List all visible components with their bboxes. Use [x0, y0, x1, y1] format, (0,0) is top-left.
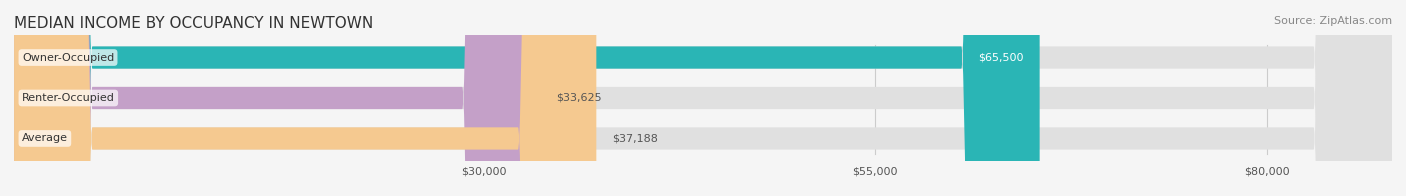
FancyBboxPatch shape: [14, 0, 1392, 196]
Text: Renter-Occupied: Renter-Occupied: [22, 93, 115, 103]
FancyBboxPatch shape: [14, 0, 596, 196]
Text: Average: Average: [22, 133, 67, 143]
FancyBboxPatch shape: [14, 0, 540, 196]
FancyBboxPatch shape: [14, 0, 1392, 196]
Text: $65,500: $65,500: [979, 53, 1024, 63]
Text: $33,625: $33,625: [557, 93, 602, 103]
FancyBboxPatch shape: [14, 0, 1039, 196]
Text: Owner-Occupied: Owner-Occupied: [22, 53, 114, 63]
FancyBboxPatch shape: [14, 0, 1392, 196]
Text: $37,188: $37,188: [612, 133, 658, 143]
Text: Source: ZipAtlas.com: Source: ZipAtlas.com: [1274, 16, 1392, 26]
Text: MEDIAN INCOME BY OCCUPANCY IN NEWTOWN: MEDIAN INCOME BY OCCUPANCY IN NEWTOWN: [14, 16, 374, 31]
